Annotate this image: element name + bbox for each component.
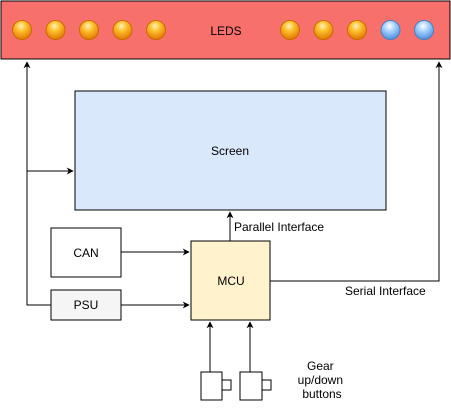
leds-bar: LEDS [0, 0, 451, 60]
leds-bar-rect [0, 0, 451, 60]
gear-buttons-label-line1: Gear [307, 359, 334, 373]
left-led-4-orange [112, 20, 133, 40]
gear-button-2 [239, 371, 272, 401]
can-box [50, 227, 122, 278]
right-led-5-blue [414, 20, 434, 40]
right-led-1-orange [280, 20, 300, 40]
screen-label: Screen [211, 144, 249, 158]
gear-buttons-label: Gear up/down buttons [298, 359, 347, 401]
leds-label: LEDS [210, 24, 241, 38]
mcu-label: MCU [217, 274, 244, 288]
left-led-5-orange [146, 20, 166, 40]
gear-buttons-label-line2: up/down [298, 373, 343, 387]
left-led-1-orange [12, 20, 32, 40]
psu-to-leds-connector [23, 61, 51, 306]
gear-button-1 [200, 371, 232, 401]
can-label: CAN [73, 246, 98, 260]
left-led-2-orange [45, 20, 66, 40]
right-led-3-orange [347, 20, 367, 40]
psu-label: PSU [74, 298, 99, 312]
mcu-to-leds-connector [270, 61, 443, 282]
leds-right-group [280, 20, 434, 40]
leds-left-group [12, 20, 166, 40]
gear-buttons-label-line3: buttons [302, 387, 341, 401]
serial-interface-label: Serial Interface [345, 284, 426, 298]
mcu-box [190, 240, 271, 321]
left-led-3-orange [79, 20, 99, 40]
right-led-2-orange [313, 20, 334, 40]
parallel-interface-label: Parallel Interface [234, 220, 324, 234]
screen-box [74, 90, 387, 211]
right-led-4-blue [380, 20, 401, 40]
psu-box [50, 289, 122, 321]
